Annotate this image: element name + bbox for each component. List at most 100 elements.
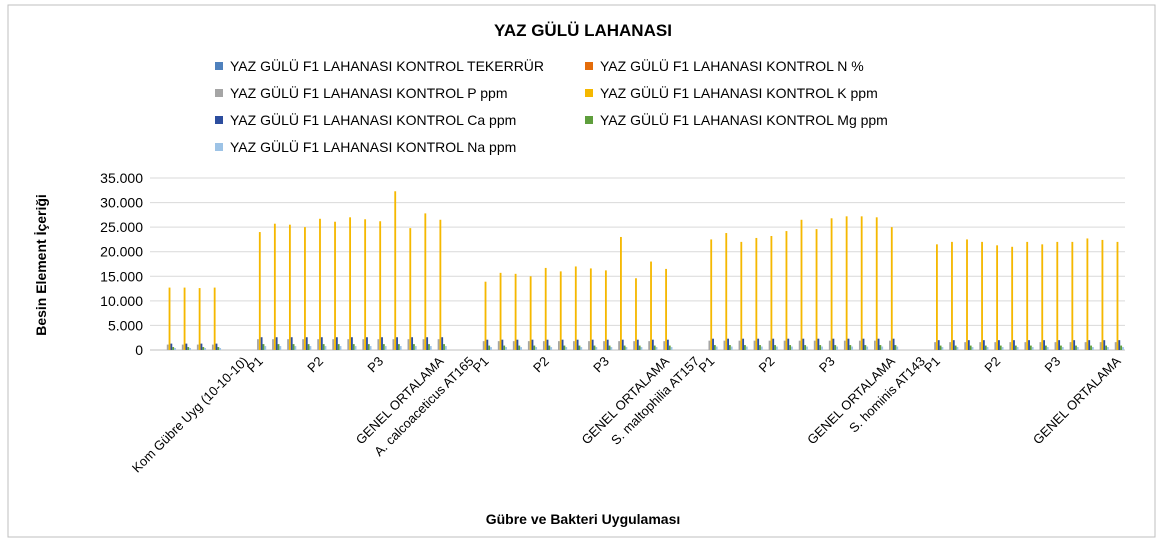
bar <box>558 341 560 350</box>
bar <box>610 347 613 350</box>
bar <box>204 348 207 350</box>
bar <box>561 339 564 350</box>
bar <box>486 339 489 350</box>
bar <box>488 345 491 350</box>
bar <box>715 346 718 350</box>
bar <box>941 347 944 350</box>
bar <box>770 235 773 350</box>
bar <box>1101 239 1104 350</box>
bar <box>352 344 355 350</box>
bar <box>1099 342 1102 350</box>
bar <box>290 337 293 350</box>
bar <box>275 337 278 350</box>
bar <box>1076 347 1079 350</box>
bar <box>889 340 891 350</box>
bar <box>189 348 191 350</box>
bar <box>394 191 397 350</box>
legend-swatch <box>215 62 223 70</box>
bar <box>273 223 276 350</box>
bar <box>760 346 763 350</box>
bar <box>753 340 756 350</box>
bar <box>305 337 308 350</box>
bar <box>967 340 970 350</box>
bar <box>740 241 743 350</box>
bar <box>1046 347 1049 350</box>
bar <box>670 347 673 350</box>
bar <box>951 241 953 350</box>
bar <box>1106 347 1109 350</box>
bar <box>845 216 848 350</box>
bar <box>638 345 641 350</box>
bar <box>392 339 395 350</box>
bar <box>292 344 295 350</box>
bar <box>819 345 822 350</box>
bar <box>382 344 385 350</box>
bar <box>443 344 445 350</box>
bar <box>1054 342 1057 350</box>
bar <box>1044 345 1047 350</box>
bar <box>1009 342 1012 350</box>
legend-swatch <box>585 89 593 97</box>
bar <box>1120 345 1123 350</box>
bar <box>936 244 938 350</box>
bar <box>830 218 833 350</box>
y-tick-label: 10.000 <box>100 293 143 309</box>
bar <box>170 343 173 350</box>
bar <box>1028 340 1030 350</box>
bar <box>860 216 863 350</box>
bar <box>621 339 624 350</box>
bar <box>444 346 447 350</box>
bar <box>727 338 729 350</box>
bar <box>542 341 545 350</box>
bar <box>505 347 507 350</box>
bar <box>588 341 590 350</box>
bar <box>302 339 305 350</box>
legend-label: YAZ GÜLÜ F1 LAHANASI KONTROL TEKERRÜR <box>230 57 544 74</box>
bar <box>986 347 989 350</box>
bar <box>546 339 549 350</box>
chart-title: YAZ GÜLÜ LAHANASI <box>494 21 672 40</box>
y-tick-label: 35.000 <box>100 170 143 186</box>
bar <box>520 347 522 350</box>
bar <box>366 337 368 350</box>
bar <box>183 287 186 350</box>
bar <box>337 344 340 350</box>
bar <box>347 339 350 350</box>
bar <box>640 347 643 350</box>
bar <box>309 346 312 350</box>
bar <box>1016 347 1019 350</box>
bar <box>399 346 402 350</box>
bar <box>1039 342 1042 350</box>
bar <box>563 345 566 350</box>
legend-swatch <box>585 116 593 124</box>
bar <box>213 287 216 350</box>
bar <box>1026 241 1029 350</box>
bar <box>202 347 205 350</box>
bar <box>1056 241 1059 350</box>
bar <box>1073 340 1076 350</box>
bar <box>1060 345 1062 350</box>
bar <box>277 344 280 350</box>
bar <box>949 342 952 350</box>
bar <box>531 339 534 350</box>
bar <box>411 337 414 350</box>
bar <box>890 227 893 350</box>
bar <box>332 339 335 350</box>
bar <box>1084 342 1087 350</box>
bar <box>1088 340 1091 350</box>
bar <box>1013 340 1015 350</box>
bar <box>864 345 867 350</box>
bar <box>362 339 365 350</box>
bar <box>272 339 274 350</box>
bar <box>744 345 746 350</box>
bar <box>317 339 320 350</box>
bar <box>262 344 265 350</box>
bar <box>710 239 713 350</box>
bar <box>1075 345 1077 350</box>
bar <box>969 345 972 350</box>
bar <box>593 345 596 350</box>
bar <box>821 346 823 350</box>
bar <box>264 346 267 350</box>
bar <box>369 346 372 350</box>
y-tick-label: 0 <box>135 342 143 358</box>
